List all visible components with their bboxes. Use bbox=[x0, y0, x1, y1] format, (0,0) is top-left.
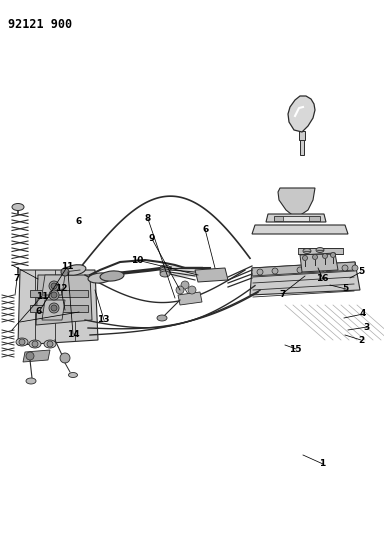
Text: 7: 7 bbox=[14, 274, 20, 283]
Text: 14: 14 bbox=[67, 330, 79, 339]
Circle shape bbox=[51, 283, 57, 289]
Text: 5: 5 bbox=[358, 268, 364, 276]
Ellipse shape bbox=[160, 269, 170, 275]
Text: 92121 900: 92121 900 bbox=[8, 18, 72, 31]
Ellipse shape bbox=[316, 247, 324, 253]
Polygon shape bbox=[298, 248, 343, 254]
Ellipse shape bbox=[160, 265, 170, 271]
Polygon shape bbox=[266, 214, 326, 222]
Text: 4: 4 bbox=[360, 309, 366, 318]
Circle shape bbox=[51, 292, 57, 298]
Circle shape bbox=[47, 341, 53, 347]
Ellipse shape bbox=[29, 340, 41, 348]
Polygon shape bbox=[288, 96, 315, 132]
Circle shape bbox=[32, 341, 38, 347]
Text: 1: 1 bbox=[319, 459, 326, 468]
Polygon shape bbox=[30, 305, 88, 312]
Ellipse shape bbox=[12, 204, 24, 211]
Circle shape bbox=[49, 303, 59, 313]
Ellipse shape bbox=[16, 338, 28, 346]
Circle shape bbox=[323, 254, 328, 259]
Circle shape bbox=[352, 265, 358, 271]
Polygon shape bbox=[300, 140, 304, 155]
Text: 5: 5 bbox=[343, 285, 349, 293]
Polygon shape bbox=[42, 275, 65, 295]
Circle shape bbox=[297, 267, 303, 273]
Circle shape bbox=[188, 286, 196, 294]
Polygon shape bbox=[299, 131, 305, 140]
Text: 6: 6 bbox=[35, 308, 41, 316]
Text: 10: 10 bbox=[131, 256, 144, 264]
Ellipse shape bbox=[44, 340, 56, 348]
Polygon shape bbox=[252, 225, 348, 234]
Text: 16: 16 bbox=[316, 274, 329, 283]
Ellipse shape bbox=[68, 373, 78, 377]
Polygon shape bbox=[42, 300, 65, 320]
Polygon shape bbox=[23, 350, 50, 362]
Circle shape bbox=[303, 255, 308, 261]
Circle shape bbox=[322, 266, 328, 272]
Text: 8: 8 bbox=[145, 214, 151, 223]
Ellipse shape bbox=[160, 267, 170, 273]
Ellipse shape bbox=[160, 271, 170, 277]
Circle shape bbox=[181, 281, 189, 289]
Circle shape bbox=[257, 269, 263, 275]
Polygon shape bbox=[300, 253, 338, 272]
Text: 12: 12 bbox=[55, 285, 68, 293]
Text: 11: 11 bbox=[36, 292, 48, 301]
Polygon shape bbox=[283, 216, 309, 221]
Text: 2: 2 bbox=[358, 336, 364, 344]
Ellipse shape bbox=[61, 268, 69, 276]
Ellipse shape bbox=[303, 248, 311, 254]
Polygon shape bbox=[195, 268, 228, 282]
Circle shape bbox=[19, 339, 25, 345]
Circle shape bbox=[51, 305, 57, 311]
Ellipse shape bbox=[100, 271, 124, 281]
Polygon shape bbox=[18, 270, 98, 345]
Circle shape bbox=[49, 281, 59, 291]
Ellipse shape bbox=[26, 378, 36, 384]
Circle shape bbox=[26, 352, 34, 360]
Text: 9: 9 bbox=[149, 235, 155, 243]
Polygon shape bbox=[252, 262, 355, 276]
Text: 6: 6 bbox=[76, 217, 82, 225]
Circle shape bbox=[272, 268, 278, 274]
Circle shape bbox=[313, 254, 318, 260]
Ellipse shape bbox=[88, 273, 112, 283]
Text: 6: 6 bbox=[202, 225, 209, 233]
Circle shape bbox=[342, 265, 348, 271]
Polygon shape bbox=[250, 262, 360, 295]
Polygon shape bbox=[178, 292, 202, 305]
Circle shape bbox=[331, 253, 336, 257]
Polygon shape bbox=[36, 275, 92, 325]
Ellipse shape bbox=[64, 265, 86, 275]
Circle shape bbox=[49, 290, 59, 300]
Text: 11: 11 bbox=[61, 262, 73, 271]
Circle shape bbox=[60, 353, 70, 363]
Polygon shape bbox=[274, 216, 320, 221]
Ellipse shape bbox=[157, 315, 167, 321]
Polygon shape bbox=[278, 188, 315, 218]
Circle shape bbox=[176, 286, 184, 294]
Text: 3: 3 bbox=[364, 323, 370, 332]
Polygon shape bbox=[30, 290, 88, 297]
Text: 15: 15 bbox=[290, 345, 302, 354]
Text: 13: 13 bbox=[98, 316, 110, 324]
Text: 7: 7 bbox=[279, 290, 285, 298]
